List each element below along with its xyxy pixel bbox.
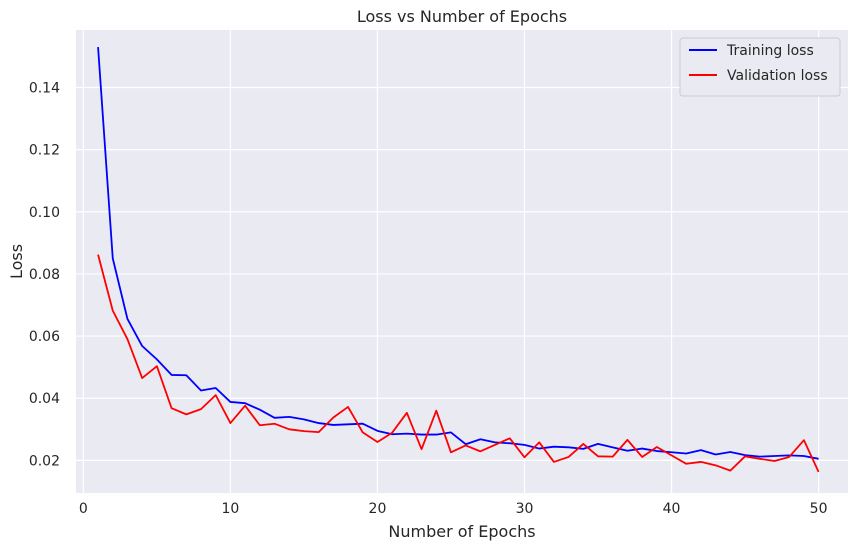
y-tick-label: 0.08 bbox=[29, 267, 60, 283]
training-loss-line bbox=[97, 47, 819, 460]
y-tick-label: 0.14 bbox=[29, 80, 60, 96]
y-axis-label: Loss bbox=[7, 244, 26, 279]
series-layer bbox=[97, 47, 820, 473]
y-tick-label: 0.04 bbox=[29, 391, 60, 407]
y-tick-label: 0.02 bbox=[29, 453, 60, 469]
y-tick-label: 0.06 bbox=[29, 329, 60, 345]
tick-labels: 0 10 20 30 40 50 0.02 0.04 0.06 0.08 0.10 0.12 0.14 bbox=[29, 80, 828, 517]
x-tick-label: 20 bbox=[369, 501, 387, 517]
plot-background bbox=[76, 30, 848, 493]
x-tick-label: 50 bbox=[810, 501, 828, 517]
legend-box bbox=[679, 37, 841, 97]
x-tick-label: 0 bbox=[79, 501, 88, 517]
chart-title: Loss vs Number of Epochs bbox=[357, 7, 567, 26]
legend: Training loss Validation loss bbox=[679, 37, 841, 97]
x-tick-label: 10 bbox=[221, 501, 239, 517]
legend-label-validation: Validation loss bbox=[727, 68, 828, 84]
x-axis-label: Number of Epochs bbox=[388, 522, 535, 541]
y-tick-label: 0.10 bbox=[29, 205, 60, 221]
y-tick-label: 0.12 bbox=[29, 143, 60, 159]
legend-label-training: Training loss bbox=[726, 43, 814, 59]
validation-loss-line bbox=[97, 254, 820, 473]
x-tick-label: 30 bbox=[516, 501, 534, 517]
x-tick-label: 40 bbox=[663, 501, 681, 517]
